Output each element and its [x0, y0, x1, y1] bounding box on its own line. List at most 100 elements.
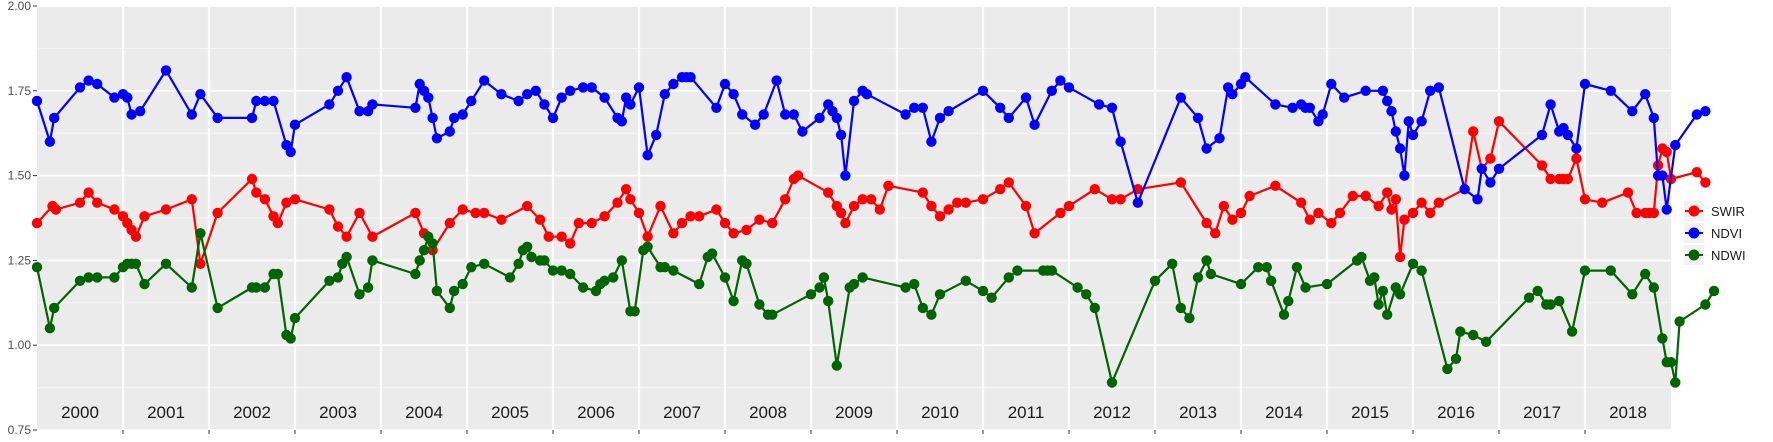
swir-point — [780, 194, 791, 205]
swir-point — [1326, 217, 1337, 229]
swir-point — [1562, 173, 1574, 185]
swir-point — [1382, 187, 1393, 198]
swir-point — [848, 200, 860, 212]
ndvi-point — [749, 119, 761, 130]
ndwi-point — [479, 258, 490, 269]
ndwi-point — [1261, 262, 1273, 273]
ndwi-point — [1657, 333, 1668, 344]
ndvi-point — [31, 95, 43, 107]
legend-key-point — [1688, 227, 1700, 239]
ndvi-point — [577, 82, 589, 93]
ndvi-point — [1046, 85, 1058, 97]
ndwi-point — [44, 323, 56, 334]
ndwi-point — [1283, 295, 1294, 307]
ndwi-point — [1523, 292, 1535, 303]
ndvi-point — [1201, 143, 1212, 154]
year-label-2012: 2012 — [1093, 403, 1131, 422]
ndwi-point — [1106, 377, 1118, 388]
ndwi-point — [160, 258, 172, 269]
swir-point — [573, 217, 584, 229]
ndvi-point — [995, 102, 1006, 114]
swir-point — [1334, 207, 1346, 219]
swir-point — [840, 217, 851, 229]
ndwi-point — [818, 272, 830, 283]
ndvi-point — [668, 78, 679, 90]
ndvi-point — [1287, 102, 1298, 114]
ndwi-point — [1235, 278, 1247, 290]
ndwi-point — [1081, 289, 1092, 300]
ndvi-point — [1132, 197, 1144, 208]
ndvi-point — [530, 85, 541, 97]
ndvi-point — [758, 109, 769, 120]
ndwi-point — [212, 302, 223, 314]
ndvi-point — [444, 126, 455, 137]
year-label-2013: 2013 — [1179, 403, 1217, 422]
swir-point — [1218, 200, 1230, 212]
ndvi-point — [496, 89, 507, 100]
swir-point — [1003, 177, 1014, 188]
swir-point — [139, 211, 150, 222]
swir-point — [1661, 146, 1672, 158]
ndwi-point — [1149, 275, 1161, 286]
ndwi-point — [272, 268, 283, 280]
swir-point — [655, 200, 666, 212]
ndwi-point — [706, 248, 718, 259]
ndvi-point — [977, 85, 989, 97]
ndwi-point — [1184, 312, 1195, 324]
year-label-2017: 2017 — [1523, 403, 1561, 422]
ndwi-point — [139, 278, 150, 290]
ndwi-point — [1167, 258, 1178, 269]
ndvi-point — [1399, 170, 1410, 181]
ndvi-point — [186, 109, 197, 120]
swir-point — [522, 200, 533, 212]
swir-point — [1029, 228, 1040, 239]
swir-point — [1493, 116, 1505, 127]
ndvi-point — [1627, 106, 1638, 117]
swir-point — [1399, 214, 1410, 225]
ndvi-point — [1192, 112, 1204, 124]
ndwi-point — [1003, 272, 1014, 283]
ndwi-point — [1674, 316, 1685, 327]
swir-point — [556, 231, 567, 242]
legend-label: NDWI — [1711, 248, 1746, 263]
swir-point — [92, 197, 103, 208]
ndwi-point — [504, 272, 516, 283]
ndwi-point — [444, 302, 455, 314]
swir-point — [31, 217, 43, 229]
ndwi-point — [960, 275, 971, 286]
swir-point — [694, 211, 705, 222]
ndvi-point — [1605, 85, 1617, 97]
ndvi-point — [659, 89, 670, 100]
swir-point — [410, 207, 421, 219]
swir-point — [1235, 207, 1247, 219]
ndvi-point — [848, 95, 860, 107]
ndvi-point — [1571, 143, 1582, 154]
year-label-2002: 2002 — [233, 403, 271, 422]
swir-point — [1416, 197, 1427, 208]
ndwi-point — [83, 272, 94, 283]
series-ndwi — [31, 228, 1720, 388]
ndvi-point — [1029, 119, 1040, 130]
swir-point — [1373, 200, 1384, 212]
swir-point — [1210, 228, 1221, 239]
y-tick-label: 1.25 — [8, 253, 32, 267]
ndvi-point — [861, 89, 873, 100]
ndwi-point — [1175, 302, 1187, 314]
ndvi-point — [1416, 116, 1427, 127]
ndwi-point — [418, 245, 430, 256]
ndvi-point — [1472, 194, 1483, 205]
ndwi-point — [1670, 377, 1681, 388]
ndwi-point — [1321, 278, 1333, 290]
year-label-2007: 2007 — [663, 403, 701, 422]
swir-point — [668, 228, 679, 239]
ndwi-point — [1377, 285, 1389, 297]
ndwi-point — [616, 255, 627, 266]
swir-point — [926, 200, 937, 212]
ndwi-point — [1356, 251, 1367, 263]
ndvi-point — [1360, 85, 1371, 97]
ndwi-point — [547, 265, 559, 276]
ndwi-point — [599, 275, 610, 286]
ndwi-point — [857, 272, 868, 283]
year-label-2006: 2006 — [577, 403, 615, 422]
